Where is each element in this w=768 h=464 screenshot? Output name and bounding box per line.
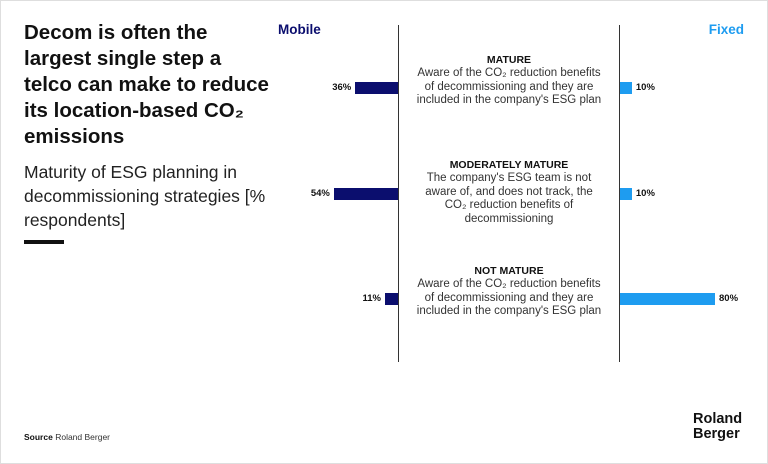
mobile-bar-1 [355, 82, 398, 94]
mobile-bar-3 [384, 293, 398, 305]
page-title: Decom is often the largest single step a… [24, 21, 269, 148]
category-name-2: MODERATELY MATURE [449, 159, 569, 171]
category-block-2: MODERATELY MATURE The company's ESG team … [416, 159, 602, 226]
fixed-axis-line [619, 25, 620, 362]
source-note: Source Roland Berger [24, 432, 110, 442]
logo-line-1: Roland [693, 411, 743, 427]
source-text: Roland Berger [55, 432, 111, 442]
mobile-value-label-3: 11% [362, 293, 381, 304]
mobile-bar-2 [333, 188, 398, 200]
legend-mobile: Mobile [278, 22, 321, 37]
fixed-value-label-1: 10% [635, 82, 655, 93]
logo-line-2: Berger [693, 426, 740, 442]
mobile-value-label-1: 36% [332, 82, 352, 93]
chart-subtitle: Maturity of ESG planning in decommission… [24, 162, 266, 230]
category-description-1: Aware of the CO₂ reduction benefits of d… [416, 67, 602, 106]
title-divider [24, 240, 64, 244]
category-name-1: MATURE [486, 54, 532, 66]
mobile-value-label-2: 54% [310, 188, 330, 199]
category-block-1: MATURE Aware of the CO₂ reduction benefit… [416, 54, 602, 108]
legend-fixed: Fixed [708, 22, 744, 37]
source-label: Source [24, 432, 53, 442]
category-block-3: NOT MATURE Aware of the CO₂ reduction ben… [416, 265, 602, 319]
category-description-2: The company's ESG team is not aware of, … [425, 172, 593, 225]
roland-berger-logo: Roland Berger [693, 412, 742, 442]
mobile-axis-line [398, 25, 399, 362]
fixed-bar-2 [620, 188, 632, 200]
category-name-3: NOT MATURE [474, 265, 544, 277]
category-description-3: Aware of the CO₂ reduction benefits of d… [416, 278, 602, 317]
fixed-bar-3 [620, 293, 715, 305]
fixed-value-label-2: 10% [635, 188, 655, 199]
fixed-bar-1 [620, 82, 632, 94]
fixed-value-label-3: 80% [719, 293, 739, 304]
